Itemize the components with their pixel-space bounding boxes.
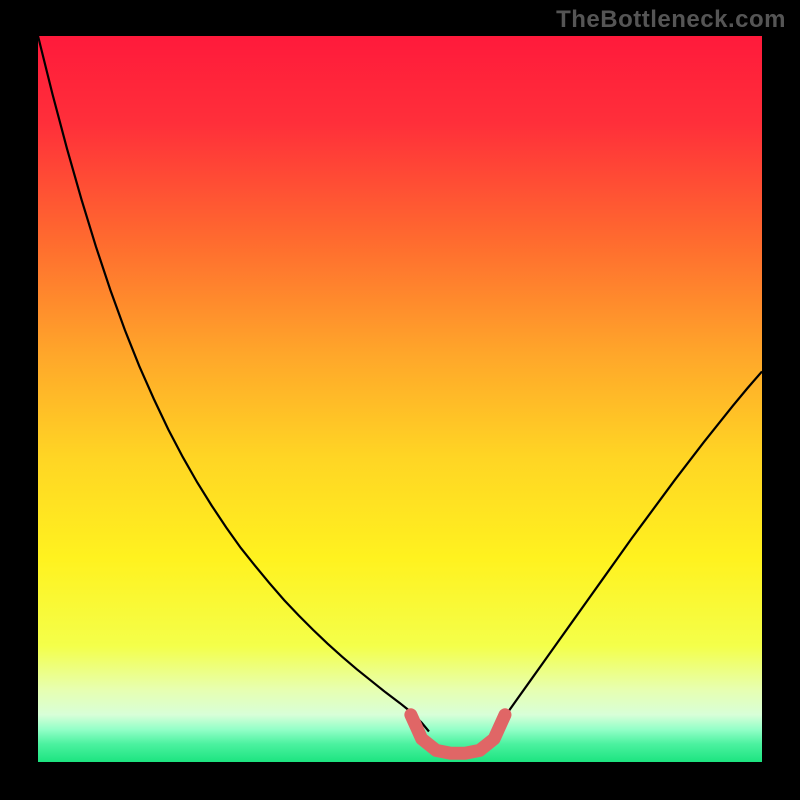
chart-frame: TheBottleneck.com <box>0 0 800 800</box>
bottleneck-curve-plot <box>38 36 762 762</box>
watermark-text: TheBottleneck.com <box>556 6 786 34</box>
plot-background <box>38 36 762 762</box>
